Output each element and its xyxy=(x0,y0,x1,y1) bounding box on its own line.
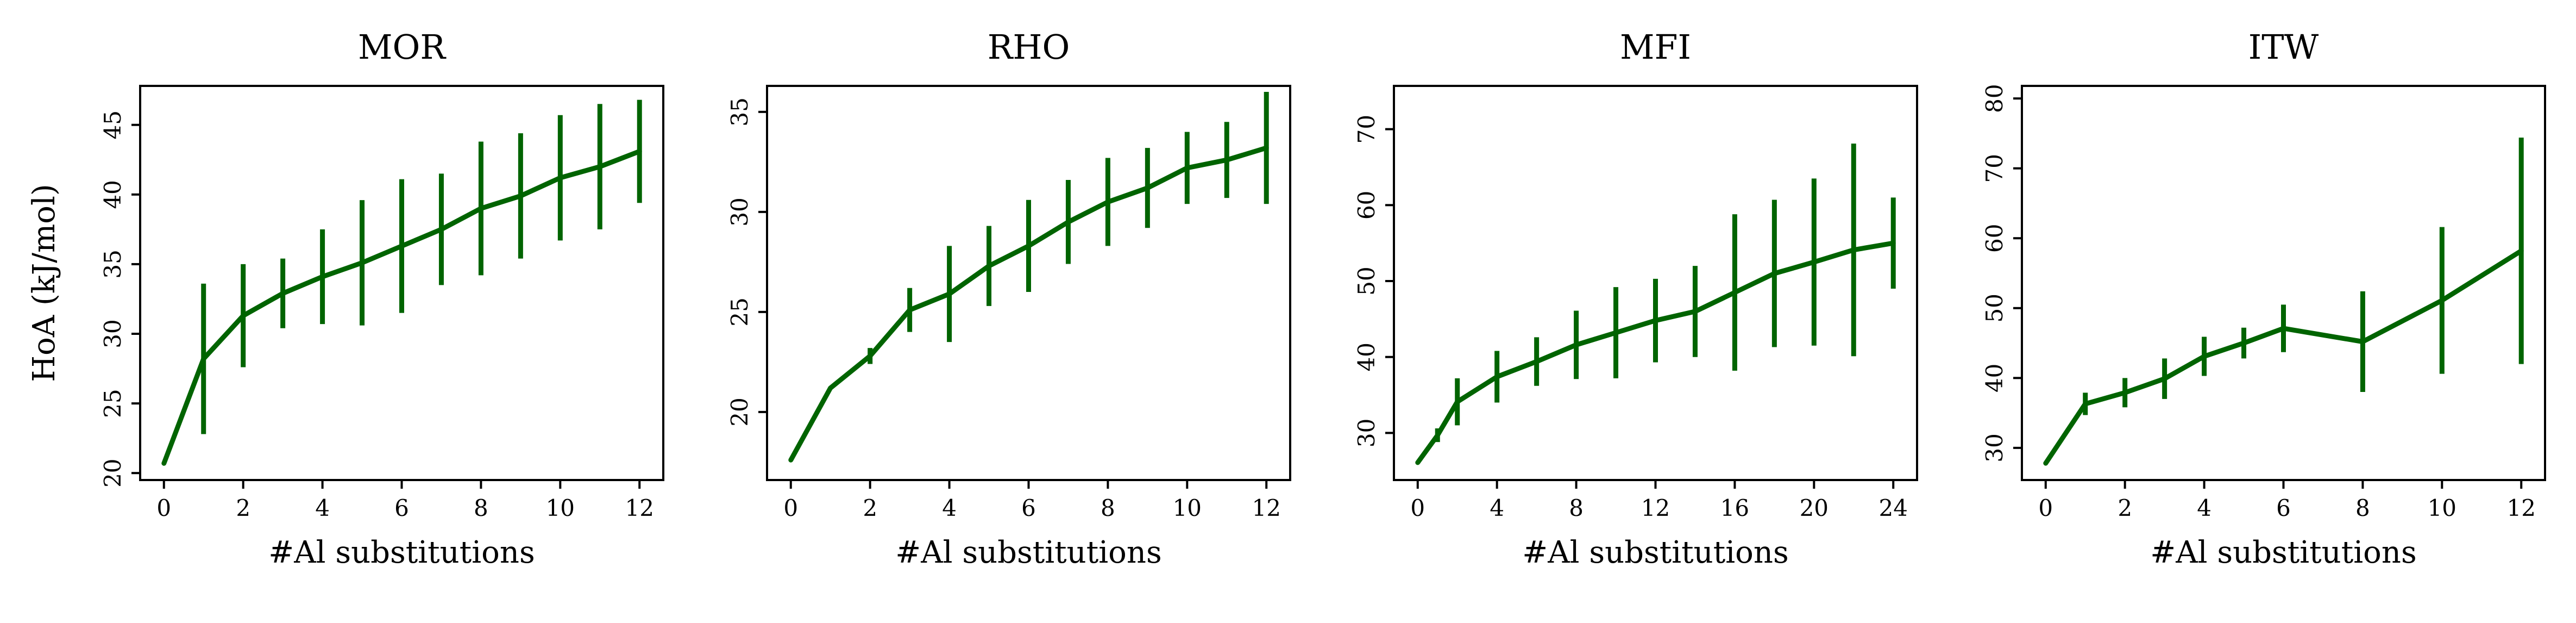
x-tick-label: 0 xyxy=(783,495,798,521)
x-tick-label: 8 xyxy=(1101,495,1115,521)
series-line xyxy=(2043,248,2524,466)
y-tick-label: 30 xyxy=(726,197,753,226)
y-tick-label: 80 xyxy=(1981,84,2008,113)
y-tick-label: 60 xyxy=(1981,224,2008,253)
y-tick-label: 40 xyxy=(1353,342,1380,371)
x-tick-label: 16 xyxy=(1720,495,1749,521)
x-tick-label: 12 xyxy=(625,495,654,521)
x-tick-label: 0 xyxy=(2038,495,2053,521)
x-tick-label: 6 xyxy=(394,495,409,521)
x-tick-label: 0 xyxy=(156,495,171,521)
x-tick-label: 12 xyxy=(1252,495,1281,521)
y-tick-label: 70 xyxy=(1353,115,1380,144)
x-axis-label: #Al substitutions xyxy=(1522,535,1788,570)
y-tick-label: 20 xyxy=(99,458,126,487)
x-tick-label: 12 xyxy=(2507,495,2536,521)
y-tick-label: 20 xyxy=(726,397,753,426)
x-tick-label: 6 xyxy=(2276,495,2291,521)
x-tick-label: 4 xyxy=(1490,495,1504,521)
y-tick-label: 50 xyxy=(1353,266,1380,295)
x-tick-label: 2 xyxy=(2118,495,2132,521)
chart-title: MOR xyxy=(358,27,447,67)
x-tick-label: 24 xyxy=(1879,495,1908,521)
x-tick-label: 4 xyxy=(942,495,957,521)
y-tick-label: 25 xyxy=(726,297,753,326)
y-tick-label: 70 xyxy=(1981,154,2008,183)
y-tick-label: 25 xyxy=(99,389,126,418)
x-tick-label: 10 xyxy=(2428,495,2456,521)
x-axis-label: #Al substitutions xyxy=(2150,535,2416,570)
chart-panel-mfi: 0 4 8 12 16 20 24 30 40 50 60 70 MFI #Al substitution… xyxy=(1353,27,1918,570)
x-tick-label: 2 xyxy=(236,495,250,521)
y-tick-label: 60 xyxy=(1353,191,1380,220)
x-tick-label: 0 xyxy=(1410,495,1425,521)
x-tick-label: 12 xyxy=(1641,495,1670,521)
y-tick-label: 35 xyxy=(726,97,753,126)
y-tick-label: 30 xyxy=(1353,419,1380,447)
chart-panel-itw: 0 2 4 6 8 10 12 30 40 50 60 70 80 ITW #Al substitution… xyxy=(1981,27,2546,570)
chart-panel-rho: 0 2 4 6 8 10 12 20 25 30 35 RHO #Al substitutions xyxy=(726,27,1291,570)
x-tick-label: 8 xyxy=(1569,495,1584,521)
x-axis-label: #Al substitutions xyxy=(268,535,535,570)
x-tick-label: 20 xyxy=(1800,495,1829,521)
x-tick-label: 4 xyxy=(315,495,330,521)
x-tick-label: 10 xyxy=(1173,495,1202,521)
x-tick-label: 6 xyxy=(1021,495,1036,521)
x-tick-label: 8 xyxy=(2355,495,2370,521)
x-tick-label: 10 xyxy=(546,495,575,521)
x-tick-label: 4 xyxy=(2197,495,2211,521)
series-line xyxy=(161,148,642,466)
y-tick-label: 40 xyxy=(99,180,126,209)
y-tick-label: 35 xyxy=(99,250,126,278)
series-line xyxy=(788,145,1269,463)
y-axis-label: HoA (kJ/mol) xyxy=(27,184,62,382)
series-line xyxy=(1415,240,1896,465)
chart-panel-mor: 0 2 4 6 8 10 12 20 25 30 35 40 45 MOR #Al substitution… xyxy=(27,27,664,570)
y-tick-label: 45 xyxy=(99,110,126,139)
x-tick-label: 8 xyxy=(474,495,488,521)
y-tick-label: 30 xyxy=(99,319,126,348)
y-tick-label: 50 xyxy=(1981,294,2008,322)
x-tick-label: 2 xyxy=(863,495,877,521)
x-axis-label: #Al substitutions xyxy=(895,535,1161,570)
chart-title: MFI xyxy=(1620,27,1691,67)
chart-title: RHO xyxy=(988,27,1070,67)
y-tick-label: 30 xyxy=(1981,433,2008,462)
y-tick-label: 40 xyxy=(1981,364,2008,393)
chart-title: ITW xyxy=(2248,27,2319,67)
